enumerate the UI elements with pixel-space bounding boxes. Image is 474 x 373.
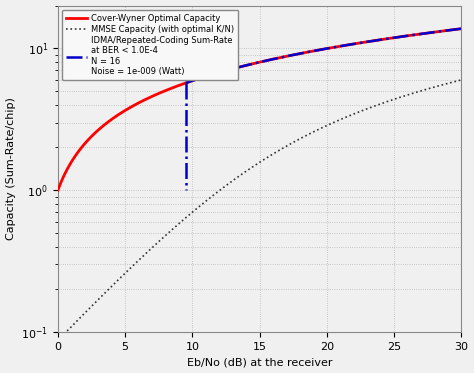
Legend: Cover-Wyner Optimal Capacity, MMSE Capacity (with optimal K/N), IDMA/Repeated-Co: Cover-Wyner Optimal Capacity, MMSE Capac… bbox=[62, 10, 238, 81]
Cover-Wyner Optimal Capacity bbox=[210, 72, 216, 76]
Line: Cover-Wyner Optimal Capacity: Cover-Wyner Optimal Capacity bbox=[58, 29, 462, 190]
MMSE Capacity (with optimal K/N) bbox=[459, 78, 465, 82]
Line: MMSE Capacity (with optimal K/N): MMSE Capacity (with optimal K/N) bbox=[58, 80, 462, 341]
IDMA/Repeated-Coding Sum-Rate
at BER < 1.0E-4
N = 16
Noise = 1e-009 (Watt) bbox=[378, 37, 383, 42]
Cover-Wyner Optimal Capacity bbox=[451, 28, 456, 32]
Line: IDMA/Repeated-Coding Sum-Rate
at BER < 1.0E-4
N = 16
Noise = 1e-009 (Watt): IDMA/Repeated-Coding Sum-Rate at BER < 1… bbox=[186, 29, 462, 83]
MMSE Capacity (with optimal K/N) bbox=[451, 80, 456, 84]
Cover-Wyner Optimal Capacity bbox=[125, 107, 131, 111]
MMSE Capacity (with optimal K/N) bbox=[210, 194, 216, 198]
MMSE Capacity (with optimal K/N) bbox=[125, 268, 131, 273]
IDMA/Repeated-Coding Sum-Rate
at BER < 1.0E-4
N = 16
Noise = 1e-009 (Watt) bbox=[409, 33, 414, 37]
MMSE Capacity (with optimal K/N) bbox=[227, 180, 233, 185]
IDMA/Repeated-Coding Sum-Rate
at BER < 1.0E-4
N = 16
Noise = 1e-009 (Watt) bbox=[330, 45, 336, 50]
X-axis label: Eb/No (dB) at the receiver: Eb/No (dB) at the receiver bbox=[187, 357, 332, 367]
Cover-Wyner Optimal Capacity bbox=[227, 67, 233, 72]
Cover-Wyner Optimal Capacity bbox=[101, 123, 107, 128]
IDMA/Repeated-Coding Sum-Rate
at BER < 1.0E-4
N = 16
Noise = 1e-009 (Watt) bbox=[392, 35, 397, 40]
IDMA/Repeated-Coding Sum-Rate
at BER < 1.0E-4
N = 16
Noise = 1e-009 (Watt) bbox=[302, 50, 308, 55]
MMSE Capacity (with optimal K/N) bbox=[101, 292, 107, 296]
IDMA/Repeated-Coding Sum-Rate
at BER < 1.0E-4
N = 16
Noise = 1e-009 (Watt) bbox=[459, 26, 465, 31]
MMSE Capacity (with optimal K/N) bbox=[407, 92, 413, 96]
IDMA/Repeated-Coding Sum-Rate
at BER < 1.0E-4
N = 16
Noise = 1e-009 (Watt) bbox=[367, 39, 373, 44]
MMSE Capacity (with optimal K/N) bbox=[55, 338, 61, 343]
Cover-Wyner Optimal Capacity bbox=[407, 33, 413, 38]
IDMA/Repeated-Coding Sum-Rate
at BER < 1.0E-4
N = 16
Noise = 1e-009 (Watt) bbox=[183, 81, 189, 85]
Y-axis label: Capacity (Sum-Rate/chip): Capacity (Sum-Rate/chip) bbox=[6, 97, 16, 240]
Cover-Wyner Optimal Capacity bbox=[459, 26, 465, 31]
Cover-Wyner Optimal Capacity bbox=[55, 188, 61, 192]
